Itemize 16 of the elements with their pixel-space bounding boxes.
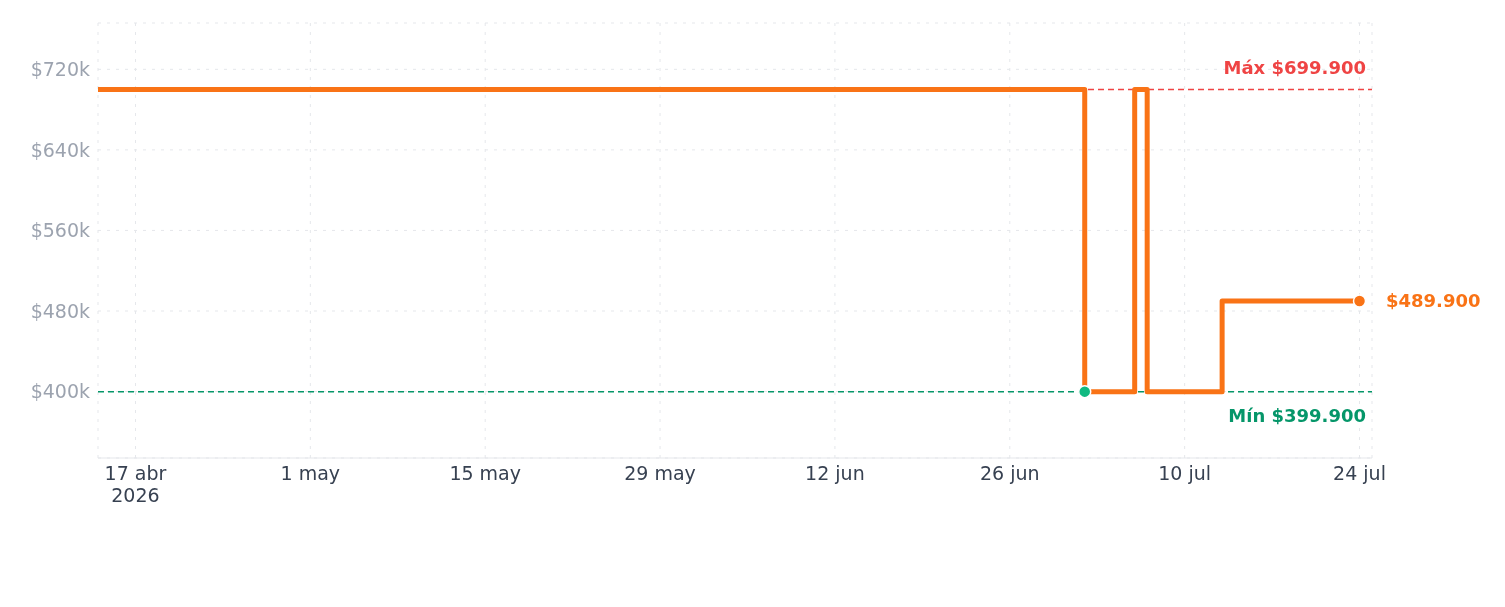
x-tick-label: 1 may: [280, 462, 341, 484]
data-label: $489.900: [1386, 290, 1481, 312]
ref-line-label: Mín $399.900: [1228, 404, 1366, 426]
y-tick-label: $640k: [30, 138, 90, 161]
x-tick-label: 12 jun: [805, 462, 865, 484]
x-tick-label: 24 jul: [1333, 462, 1386, 484]
y-tick-label: $400k: [30, 380, 90, 403]
x-tick-label: 15 may: [449, 462, 522, 484]
ref-line-label: Máx $699.900: [1223, 56, 1366, 78]
y-tick-label: $720k: [30, 58, 90, 81]
y-tick-label: $560k: [30, 219, 90, 242]
x-tick-label: 17 abr 2026: [104, 462, 167, 506]
y-tick-label: $480k: [30, 299, 90, 322]
x-tick-label: 26 jun: [979, 462, 1040, 484]
x-tick-label: 10 jul: [1158, 462, 1212, 484]
x-tick-label: 29 may: [624, 462, 696, 484]
